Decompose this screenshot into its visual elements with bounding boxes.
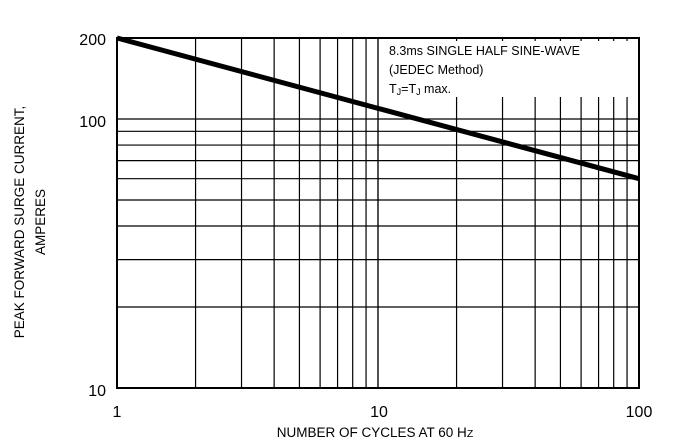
- surge-curve: [116, 35, 640, 182]
- y-axis-label-line-2: AMPERES: [33, 189, 48, 255]
- annotation-line-1: 8.3ms SINGLE HALF SINE-WAVE: [389, 44, 580, 58]
- plot-frame: [116, 37, 640, 389]
- annotation-box: [385, 41, 637, 97]
- surge-current-line: [116, 35, 640, 182]
- x-tick-label-100: 100: [626, 404, 653, 421]
- annotation-line-3: TJ=TJ max.: [389, 82, 451, 97]
- y-tick-label-10: 10: [88, 383, 106, 400]
- x-tick-label-1: 1: [113, 404, 122, 421]
- x-axis-label: NUMBER OF CYCLES AT 60 HZ: [277, 425, 474, 440]
- y-tick-label-200: 200: [79, 32, 106, 49]
- x-tick-label-10: 10: [370, 404, 388, 421]
- annotation-line-2: (JEDEC Method): [389, 63, 483, 77]
- y-axis-label-line-1: PEAK FORWARD SURGE CURRENT,: [12, 106, 27, 339]
- y-tick-label-100: 100: [79, 114, 106, 131]
